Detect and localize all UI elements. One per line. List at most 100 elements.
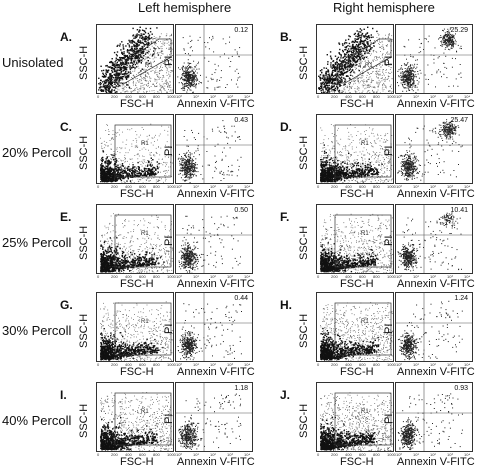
annexin-events — [177, 120, 242, 183]
x-tick-label: 400 — [345, 452, 352, 457]
x-tick-label: 1000 — [167, 184, 176, 189]
fsc-ssc-svg — [100, 123, 173, 183]
x-tick-label: 600 — [139, 184, 146, 189]
x-tick-label: 10¹ — [413, 452, 419, 457]
x-tick-label: 800 — [153, 184, 160, 189]
scatter-dense-events — [98, 26, 160, 93]
pi-axis-label: PI — [163, 145, 175, 156]
x-tick-label: 400 — [125, 362, 132, 367]
upper-right-quadrant-percent: 1.24 — [454, 295, 468, 302]
x-tick-label: 10¹ — [413, 94, 419, 99]
panel-letter: H. — [280, 298, 292, 312]
x-tick-label: 400 — [345, 274, 352, 279]
fsc-ssc-plot: R1 — [316, 292, 394, 362]
x-tick-label: 800 — [153, 452, 160, 457]
x-tick-label: 400 — [345, 94, 352, 99]
x-tick-label: 10⁴ — [464, 94, 471, 99]
x-tick-label: 10⁰ — [176, 94, 183, 99]
x-tick-label: 10⁰ — [396, 362, 403, 367]
x-tick-label: 800 — [373, 452, 380, 457]
x-tick-label: 1000 — [387, 184, 396, 189]
fsc-ssc-svg — [100, 392, 173, 451]
fsc-ssc-plot: R1 — [96, 382, 174, 452]
panel-letter: I. — [60, 388, 67, 402]
r1-gate-label: R1 — [361, 231, 369, 237]
x-tick-label: 600 — [359, 184, 366, 189]
fsc-axis-label: FSC-H — [120, 188, 154, 200]
x-tick-label: 10⁰ — [396, 274, 403, 279]
x-tick-label: 10¹ — [413, 184, 419, 189]
x-tick-label: 10³ — [227, 94, 233, 99]
row-label: 30% Percoll — [2, 323, 72, 338]
annexin-pi-svg — [176, 383, 252, 451]
x-tick-label: 600 — [139, 274, 146, 279]
x-tick-label: 10² — [210, 184, 216, 189]
r1-gate — [114, 392, 172, 446]
x-tick-label: 400 — [345, 362, 352, 367]
x-tick-label: 10⁴ — [464, 362, 471, 367]
annexin-pi-plot: 1.18 — [175, 382, 253, 452]
fsc-ssc-svg — [320, 213, 393, 273]
annexin-axis-label: Annexin V-FITC — [397, 456, 475, 468]
scatter-dense-events — [100, 417, 162, 451]
ssc-axis-label: SSC-H — [78, 135, 90, 170]
scatter-dense-events — [100, 237, 165, 273]
annexin-events — [397, 300, 463, 361]
x-tick-label: 10⁰ — [396, 94, 403, 99]
x-tick-label: 10¹ — [193, 184, 199, 189]
x-tick-label: 10² — [430, 274, 436, 279]
x-tick-label: 10⁴ — [244, 274, 251, 279]
x-tick-label: 10⁰ — [176, 452, 183, 457]
r1-gate — [116, 38, 172, 84]
x-tick-label: 10² — [430, 362, 436, 367]
x-tick-label: 10² — [430, 94, 436, 99]
r1-gate — [114, 302, 172, 356]
annexin-events — [178, 393, 242, 450]
annexin-axis-label: Annexin V-FITC — [177, 278, 255, 290]
upper-right-quadrant-percent: 0.12 — [234, 27, 248, 34]
annexin-events — [177, 303, 242, 361]
annexin-pi-plot: 0.93 — [395, 382, 473, 452]
panel-letter: J. — [280, 388, 291, 402]
annexin-pi-svg — [176, 25, 252, 93]
x-tick-label: 0 — [317, 362, 320, 367]
x-tick-label: 10² — [430, 452, 436, 457]
r1-gate-label: R1 — [141, 319, 149, 325]
annexin-axis-label: Annexin V-FITC — [397, 188, 475, 200]
x-tick-label: 0 — [317, 94, 320, 99]
fsc-axis-label: FSC-H — [120, 98, 154, 110]
x-tick-label: 1000 — [167, 274, 176, 279]
r1-gate — [336, 38, 392, 84]
r1-gate-label: R1 — [141, 141, 149, 147]
x-tick-label: 200 — [111, 274, 118, 279]
annexin-pi-svg — [396, 293, 472, 361]
x-tick-label: 10² — [210, 362, 216, 367]
annexin-axis-label: Annexin V-FITC — [177, 188, 255, 200]
fsc-ssc-svg — [98, 26, 173, 93]
fsc-axis-label: FSC-H — [340, 456, 374, 468]
x-tick-label: 0 — [317, 184, 320, 189]
x-tick-label: 600 — [139, 362, 146, 367]
panel-letter: D. — [280, 120, 292, 134]
annexin-axis-label: Annexin V-FITC — [397, 366, 475, 378]
fsc-ssc-svg — [100, 213, 173, 273]
x-tick-label: 200 — [111, 362, 118, 367]
annexin-axis-label: Annexin V-FITC — [177, 366, 255, 378]
x-tick-label: 200 — [331, 274, 338, 279]
fsc-axis-label: FSC-H — [340, 98, 374, 110]
x-tick-label: 10⁰ — [396, 184, 403, 189]
scatter-dense-events — [320, 327, 380, 361]
pi-axis-label: PI — [383, 413, 395, 424]
pi-axis-label: PI — [383, 145, 395, 156]
fsc-ssc-plot: R1 — [316, 382, 394, 452]
x-tick-label: 10³ — [227, 184, 233, 189]
ssc-axis-label: SSC-H — [78, 45, 90, 80]
fsc-axis-label: FSC-H — [120, 456, 154, 468]
x-tick-label: 10² — [210, 452, 216, 457]
x-tick-label: 600 — [359, 274, 366, 279]
ssc-axis-label: SSC-H — [298, 403, 310, 438]
annexin-pi-plot: 25.47 — [395, 114, 473, 184]
r1-gate-label: R1 — [361, 319, 369, 325]
annexin-events — [397, 212, 462, 273]
upper-right-quadrant-percent: 0.93 — [454, 385, 468, 392]
